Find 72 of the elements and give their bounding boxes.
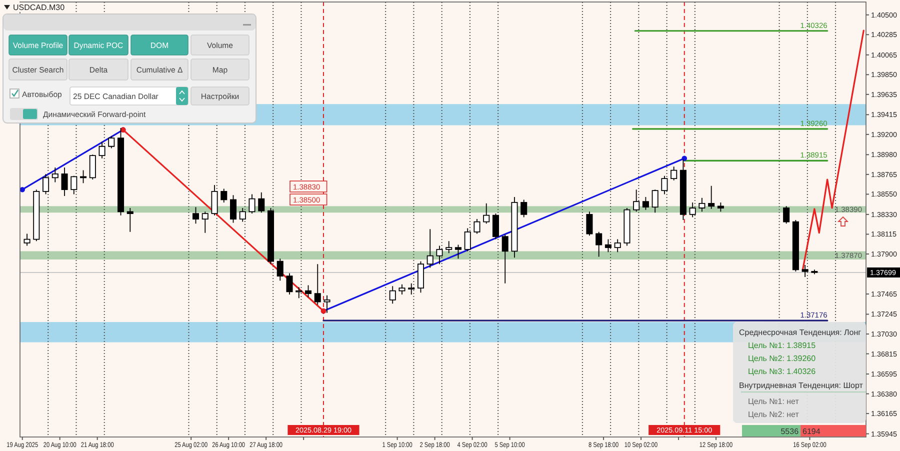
candlestick <box>520 199 528 218</box>
annotation: Цель №1: 1.38915 <box>748 341 816 350</box>
candlestick <box>61 167 68 196</box>
candlestick <box>239 208 246 222</box>
candlestick <box>670 166 678 181</box>
candlestick <box>89 154 96 180</box>
candlestick <box>596 231 602 258</box>
candlestick <box>304 284 312 298</box>
candlestick <box>464 228 471 252</box>
candlestick <box>642 196 649 210</box>
candlestick <box>783 206 790 224</box>
candlestick <box>446 240 452 254</box>
line-series <box>802 30 864 270</box>
candlestick <box>811 269 818 275</box>
candlestick <box>652 189 658 214</box>
candlestick <box>33 189 40 242</box>
chart-title: USDCAD.M30 <box>13 3 66 12</box>
candlestick <box>389 286 396 304</box>
candlestick <box>792 220 799 272</box>
data-label: 5536 <box>780 427 800 436</box>
data-label: 6194 <box>802 427 821 436</box>
candlestick <box>708 185 715 210</box>
point <box>20 186 25 192</box>
candlestick <box>108 136 115 149</box>
candlestick <box>258 192 265 214</box>
candlestick <box>192 206 200 224</box>
candlestick <box>42 174 50 195</box>
candlestick <box>717 202 724 212</box>
candlestick <box>296 286 302 299</box>
candlestick <box>202 211 208 234</box>
candlestick <box>211 184 218 216</box>
candlestick <box>230 194 237 224</box>
candlestick <box>698 197 706 212</box>
candlestick <box>689 202 696 218</box>
candlestick <box>80 170 87 184</box>
candlestick <box>483 202 490 224</box>
candlestick <box>492 213 499 240</box>
candlestick <box>398 284 406 295</box>
candlestick <box>661 175 668 195</box>
annotation: Среднесрочная Тенденция: Лонг <box>739 328 862 337</box>
candlestick <box>24 233 30 246</box>
candlestick <box>98 141 106 159</box>
point <box>682 156 688 161</box>
candlestick <box>454 244 462 260</box>
candlestick <box>276 258 284 282</box>
annotation: Внутридневная Тенденция: Шорт <box>739 381 864 390</box>
annotation: Цель №1: нет <box>748 397 800 406</box>
candlestick <box>502 234 508 284</box>
candlestick <box>802 264 808 278</box>
candlestick <box>267 208 274 265</box>
candlestick <box>614 238 621 253</box>
candlestick <box>126 208 134 232</box>
candlestick <box>604 238 612 253</box>
candlestick <box>633 189 640 212</box>
candlestick <box>314 264 321 306</box>
candlestick <box>624 208 630 246</box>
candlestick <box>436 245 443 265</box>
candlestick <box>511 196 518 258</box>
candlestick <box>426 228 434 268</box>
candlestick <box>248 194 256 214</box>
candlestick <box>474 218 480 234</box>
candlestick <box>52 167 58 183</box>
annotation: Цель №2: нет <box>748 410 800 419</box>
candlestick <box>408 282 415 295</box>
candlestick <box>586 211 593 236</box>
candlestick <box>417 260 424 294</box>
candlestick <box>70 175 78 195</box>
annotation: Цель №3: 1.40326 <box>748 367 816 376</box>
candlestick <box>286 272 293 295</box>
candlestick <box>118 128 124 216</box>
candlestick <box>220 188 228 203</box>
annotation: Цель №2: 1.39260 <box>748 354 816 363</box>
